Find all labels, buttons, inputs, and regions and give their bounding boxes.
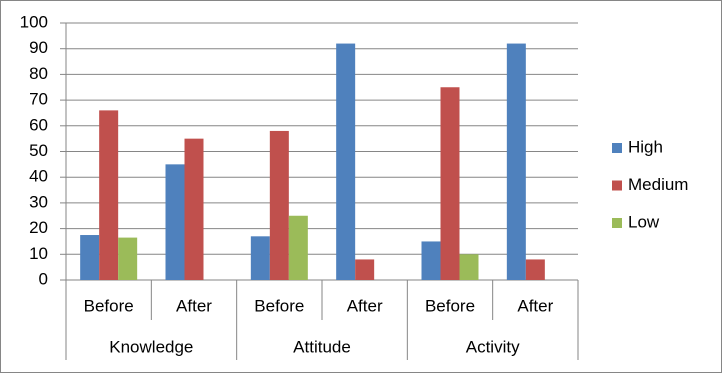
x-tick-label: Before: [425, 296, 475, 315]
legend-label: High: [628, 137, 663, 156]
legend-swatch: [612, 143, 622, 153]
y-tick-label: 10: [29, 244, 48, 263]
group-label: Knowledge: [109, 337, 193, 356]
bar: [355, 259, 375, 280]
legend-swatch: [612, 218, 622, 228]
bar: [269, 130, 289, 280]
bar: [165, 164, 185, 280]
legend-label: Low: [628, 212, 660, 231]
bar: [184, 138, 204, 280]
bar: [459, 254, 479, 280]
group-label: Activity: [466, 337, 520, 356]
y-tick-label: 40: [29, 167, 48, 186]
group-label: Attitude: [293, 337, 351, 356]
bar: [421, 241, 441, 280]
bar: [288, 215, 308, 280]
legend-swatch: [612, 180, 622, 191]
bar: [80, 235, 100, 280]
x-tick-label: After: [347, 296, 383, 315]
legend-label: Medium: [628, 175, 688, 194]
y-tick-label: 70: [29, 90, 48, 109]
bar: [336, 43, 356, 281]
x-tick-label: After: [176, 296, 212, 315]
y-tick-label: 30: [29, 192, 48, 211]
y-tick-label: 50: [29, 141, 48, 160]
bar: [525, 259, 545, 280]
x-tick-label: After: [517, 296, 553, 315]
bar: [506, 43, 526, 281]
x-tick-label: Before: [84, 296, 134, 315]
y-tick-label: 90: [29, 38, 48, 57]
x-tick-label: Before: [254, 296, 304, 315]
bar: [440, 87, 460, 280]
y-tick-label: 0: [39, 269, 48, 288]
bar: [99, 110, 119, 280]
bar: [250, 236, 270, 280]
y-tick-label: 60: [29, 115, 48, 134]
y-tick-label: 80: [29, 64, 48, 83]
y-tick-label: 100: [20, 12, 48, 31]
bar: [118, 237, 138, 280]
y-tick-label: 20: [29, 218, 48, 237]
